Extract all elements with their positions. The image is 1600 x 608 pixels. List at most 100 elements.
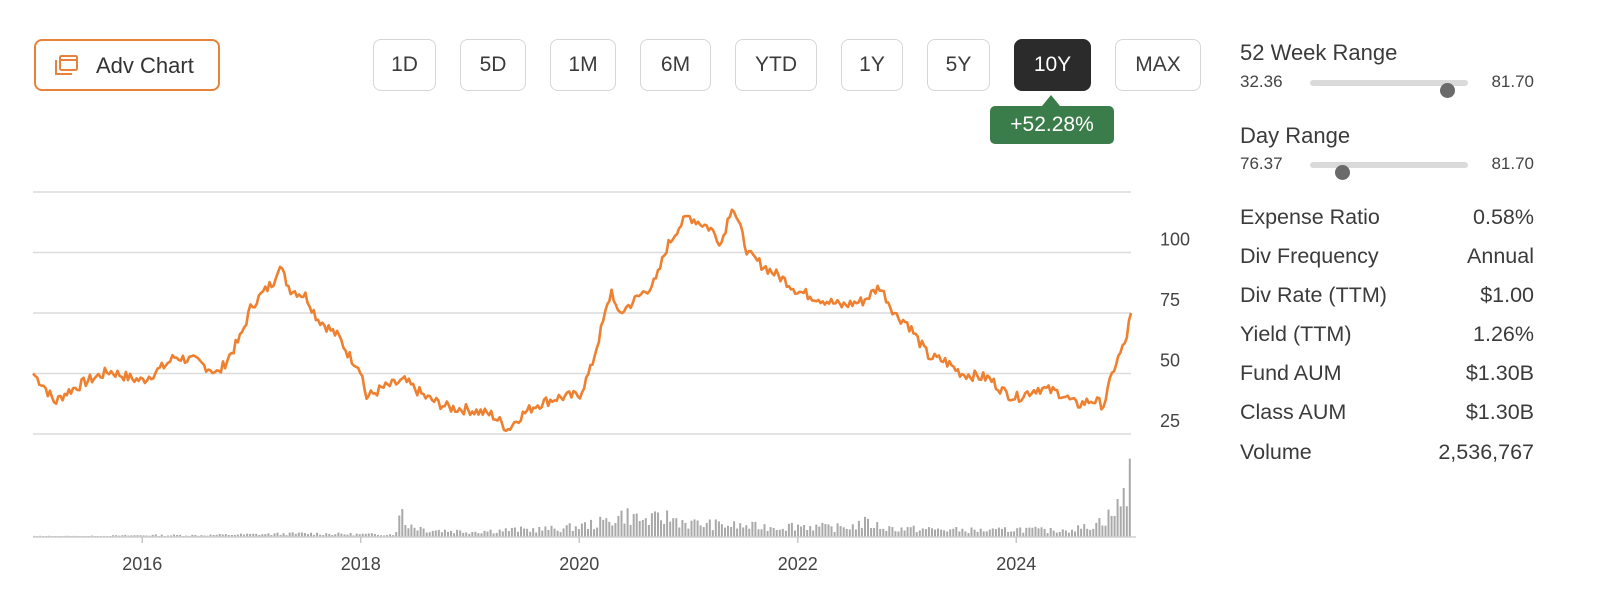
volume-bar xyxy=(815,524,818,537)
volume-bar xyxy=(453,533,456,537)
volume-bar xyxy=(794,530,796,537)
volume-bar xyxy=(748,528,751,537)
volume-bar xyxy=(1095,522,1098,537)
volume-bar xyxy=(623,523,626,537)
stat-label: Class AUM xyxy=(1240,400,1347,424)
volume-bar xyxy=(660,520,662,537)
volume-bar xyxy=(1083,524,1086,537)
volume-bar xyxy=(1052,530,1055,537)
volume-bar xyxy=(477,533,480,537)
range-button-10y[interactable]: 10Y xyxy=(1014,39,1091,91)
volume-bar xyxy=(459,530,462,537)
volume-bar xyxy=(879,529,882,537)
volume-bar xyxy=(711,530,714,537)
range-button-1y[interactable]: 1Y xyxy=(841,39,903,91)
range-button-5y[interactable]: 5Y xyxy=(927,39,990,91)
week52-bar: 32.36 81.70 xyxy=(1240,72,1534,98)
day-range-track xyxy=(1310,162,1468,180)
volume-bar xyxy=(845,528,848,537)
range-button-6m[interactable]: 6M xyxy=(640,39,711,91)
volume-bar xyxy=(894,531,897,537)
volume-bar xyxy=(580,523,583,537)
volume-bar xyxy=(912,525,915,537)
stat-value: 1.26% xyxy=(1473,322,1534,346)
volume-bar xyxy=(733,521,736,537)
volume-bar xyxy=(273,533,276,537)
volume-bar xyxy=(285,535,288,537)
range-label: MAX xyxy=(1135,53,1181,76)
volume-bar xyxy=(1043,528,1046,537)
volume-bar xyxy=(997,527,1000,537)
volume-bar xyxy=(955,527,958,537)
volume-bar xyxy=(1055,532,1058,537)
volume-bar xyxy=(291,532,294,537)
volume-bar xyxy=(1119,506,1122,537)
volume-bar xyxy=(994,529,997,537)
volume-bar xyxy=(1077,525,1080,537)
volume-bar xyxy=(279,534,282,537)
volume-bar xyxy=(392,535,395,537)
x-tick-label: 2020 xyxy=(559,554,599,574)
volume-bar xyxy=(714,519,717,537)
volume-bar xyxy=(608,521,611,537)
volume-bar xyxy=(300,532,303,537)
range-button-ytd[interactable]: YTD xyxy=(735,39,817,91)
volume-bar xyxy=(611,525,614,537)
volume-bar xyxy=(282,533,285,537)
range-button-1d[interactable]: 1D xyxy=(373,39,436,91)
range-button-5d[interactable]: 5D xyxy=(460,39,526,91)
volume-bar xyxy=(800,526,803,537)
volume-bar xyxy=(632,514,635,537)
volume-bar xyxy=(778,529,781,537)
x-axis-ticks: 2016 2018 2020 2022 2024 xyxy=(122,537,1036,574)
volume-bar xyxy=(860,527,863,537)
volume-bar xyxy=(927,527,930,537)
volume-bar xyxy=(650,513,653,537)
volume-bar xyxy=(224,534,227,537)
volume-bar xyxy=(666,510,669,537)
volume-bar xyxy=(1040,527,1043,537)
volume-bar xyxy=(629,524,632,537)
volume-bar xyxy=(343,534,346,537)
volume-bar xyxy=(1016,528,1019,537)
volume-bar xyxy=(124,534,127,537)
volume-bar xyxy=(504,528,507,537)
x-tick-label: 2022 xyxy=(778,554,818,574)
volume-bar xyxy=(370,533,373,537)
volume-bar xyxy=(1067,532,1070,537)
volume-bar xyxy=(410,524,413,537)
volume-bar xyxy=(696,520,699,537)
volume-bar xyxy=(422,528,425,537)
volume-bar xyxy=(888,526,891,537)
volume-bar xyxy=(760,529,763,537)
volume-bar xyxy=(1031,527,1034,537)
stat-div-rate: Div Rate (TTM) $1.00 xyxy=(1240,283,1534,313)
adv-chart-button[interactable]: Adv Chart xyxy=(34,39,220,91)
volume-bar xyxy=(708,519,711,537)
y-axis-ticks: 25 50 75 100 xyxy=(1160,230,1190,432)
stat-value: 0.58% xyxy=(1473,205,1534,229)
volume-bar xyxy=(940,529,943,537)
volume-bar xyxy=(346,534,349,537)
volume-bar xyxy=(1022,532,1025,537)
volume-bar xyxy=(541,530,544,537)
volume-bar xyxy=(1061,529,1064,537)
volume-bar xyxy=(358,534,361,537)
volume-bar xyxy=(873,528,876,537)
volume-bar xyxy=(1037,528,1040,537)
volume-bar xyxy=(812,530,815,537)
range-button-max[interactable]: MAX xyxy=(1115,39,1201,91)
volume-bar xyxy=(398,515,401,537)
volume-bar xyxy=(355,533,358,537)
volume-bar xyxy=(742,527,745,537)
volume-bar xyxy=(769,527,772,537)
volume-bar xyxy=(331,535,334,537)
volume-bar xyxy=(952,528,955,537)
volume-bar xyxy=(803,525,806,537)
volume-bar xyxy=(1110,515,1113,537)
volume-bar xyxy=(559,532,562,537)
volume-bar xyxy=(121,535,124,537)
range-button-1m[interactable]: 1M xyxy=(550,39,616,91)
range-label: 1D xyxy=(391,53,418,76)
volume-bar xyxy=(264,534,267,537)
